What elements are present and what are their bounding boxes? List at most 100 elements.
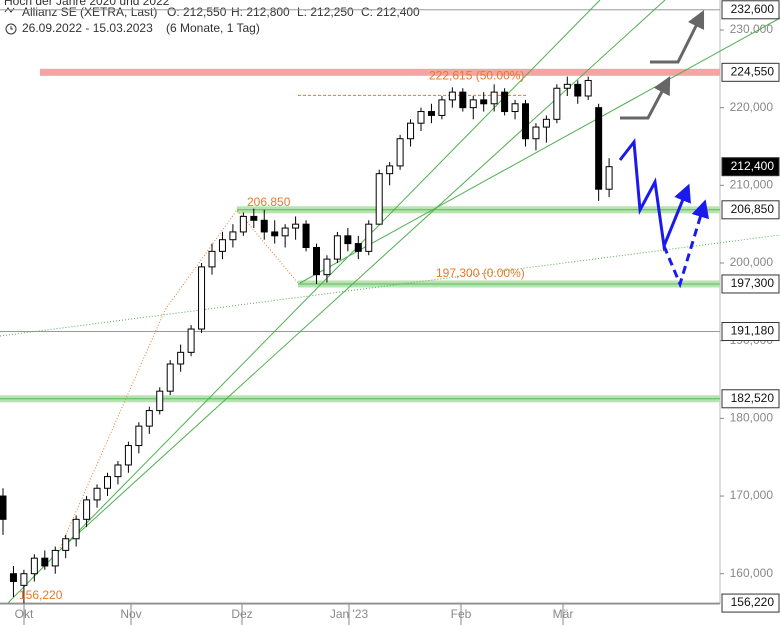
y-tick-label: 220,000 xyxy=(730,100,774,114)
quote-close: C: 212,400 xyxy=(361,5,420,19)
fib-link xyxy=(59,209,299,549)
candle-body xyxy=(469,99,477,109)
forecast-arrow xyxy=(618,138,691,252)
candle-body xyxy=(41,557,49,567)
trend-line xyxy=(299,17,780,284)
candle-body xyxy=(501,91,509,113)
level-label-box xyxy=(721,157,780,177)
level-label: 232,600 xyxy=(731,2,775,16)
level-label: 182,520 xyxy=(731,391,775,405)
level-label-box xyxy=(721,0,780,20)
quote-high: H: 212,800 xyxy=(231,5,290,19)
x-tick-label: Dez xyxy=(231,607,252,621)
candle-body xyxy=(427,111,435,116)
y-tick-label: 210,000 xyxy=(730,178,774,192)
subtitle: Allianz SE (XETRA, Last) xyxy=(22,5,157,19)
candle-body xyxy=(177,351,185,365)
candle-body xyxy=(480,99,488,105)
candle-body xyxy=(292,223,300,229)
period-note: (6 Monate, 1 Tag) xyxy=(166,21,260,35)
candle-body xyxy=(375,173,383,225)
candle-body xyxy=(271,231,279,237)
candle-body xyxy=(313,246,320,276)
forecast-arrow-dashed xyxy=(662,199,710,289)
level-line xyxy=(0,602,720,604)
candle-body xyxy=(156,390,164,412)
candle-body xyxy=(511,103,519,113)
level-label: 156,220 xyxy=(731,595,775,609)
candle-body xyxy=(62,538,70,551)
level-label-box xyxy=(721,200,780,220)
candle-body xyxy=(93,487,101,501)
y-tick-label: 230,000 xyxy=(730,22,774,36)
level-line xyxy=(0,331,720,333)
candle-body xyxy=(438,99,446,116)
candle-body xyxy=(396,138,404,167)
trend-line xyxy=(7,0,601,604)
candle-body xyxy=(229,231,237,241)
candle-body xyxy=(323,258,331,276)
candle-body xyxy=(166,363,174,392)
grey-arrow xyxy=(650,9,705,64)
trend-line xyxy=(59,0,666,551)
annotation: 222,615 (50.00%) xyxy=(429,69,524,83)
candle-body xyxy=(83,499,91,520)
level-label-box xyxy=(721,389,780,409)
x-tick-label: Mär xyxy=(553,607,574,621)
level-label-box xyxy=(721,62,780,82)
candle-body xyxy=(553,87,561,120)
level-line xyxy=(40,68,720,76)
candle-body xyxy=(302,223,310,248)
candle-body xyxy=(584,79,592,97)
level-label: 206,850 xyxy=(731,202,775,216)
candle-body xyxy=(386,165,394,175)
y-tick-label: 180,000 xyxy=(730,411,774,425)
candle-body xyxy=(563,83,571,89)
level-label: 224,550 xyxy=(731,64,775,78)
period: 26.09.2022 - 15.03.2023 xyxy=(22,21,153,35)
x-tick-label: Nov xyxy=(120,607,141,621)
candle-body xyxy=(0,495,7,520)
candle-body xyxy=(9,573,17,582)
candle-body xyxy=(595,107,603,190)
candle-body xyxy=(114,464,122,478)
level-label-box xyxy=(721,322,780,342)
level-label: 212,400 xyxy=(731,159,775,173)
trend-line-dotted xyxy=(0,234,780,337)
candle-body xyxy=(459,91,467,109)
candle-body xyxy=(490,91,498,105)
candle-body xyxy=(260,219,268,233)
candle-body xyxy=(198,266,206,330)
clock-icon xyxy=(5,23,17,35)
candle-body xyxy=(30,557,38,575)
x-tick-label: Okt xyxy=(15,607,34,621)
quote-open: O: 212,550 xyxy=(167,5,227,19)
grey-arrow xyxy=(620,76,671,120)
candle-body xyxy=(250,215,258,221)
candle-body xyxy=(605,166,613,190)
chart-title: Hoch der Jahre 2020 und 2022 xyxy=(4,0,170,8)
candle-body xyxy=(51,549,59,567)
level-label: 191,180 xyxy=(731,324,775,338)
annotation: 197,300 (0.00%) xyxy=(436,266,525,280)
candle-body xyxy=(522,103,529,140)
candle-body xyxy=(208,250,216,268)
candle-body xyxy=(344,235,352,245)
x-tick-label: Feb xyxy=(451,607,472,621)
candle-body xyxy=(532,126,540,140)
candle-body xyxy=(72,518,80,540)
annotation: 206.850 xyxy=(247,195,291,209)
candle-body xyxy=(239,215,247,233)
y-tick-label: 160,000 xyxy=(730,566,774,580)
candle-body xyxy=(354,243,362,252)
x-tick-label: Jan '23 xyxy=(330,607,369,621)
level-line xyxy=(0,9,720,11)
candle-body xyxy=(574,83,582,97)
candle-body xyxy=(218,239,226,252)
candle-body xyxy=(135,425,143,447)
y-tick-label: 200,000 xyxy=(730,255,774,269)
candle-body xyxy=(333,235,341,260)
candle-body xyxy=(104,476,111,489)
quote-low: L: 212,250 xyxy=(297,5,354,19)
